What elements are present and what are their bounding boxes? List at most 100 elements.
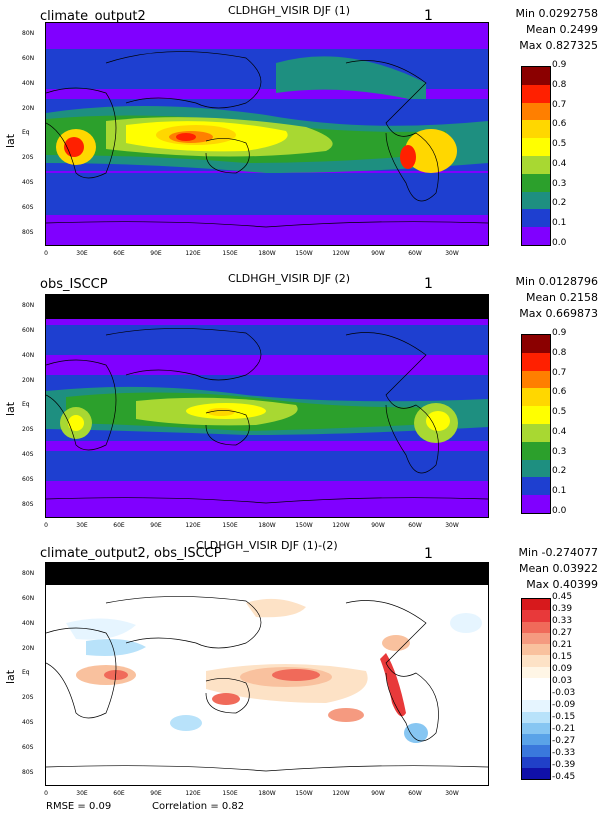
colorbar-swatch xyxy=(522,67,550,85)
colorbar-swatch xyxy=(522,767,550,779)
lon-tick: 150E xyxy=(222,250,238,257)
lat-tick: Eq xyxy=(22,669,30,676)
colorbar-tick-label: 0.0 xyxy=(552,238,567,248)
lon-tick: 150W xyxy=(295,250,313,257)
map-plot xyxy=(45,22,489,246)
colorbar-swatch xyxy=(522,352,550,371)
colorbar-swatch xyxy=(522,459,550,478)
lon-tick: 180W xyxy=(258,522,276,529)
lat-tick: 40S xyxy=(22,179,34,186)
lon-tick: 60E xyxy=(113,522,125,529)
colorbar-tick-label: -0.39 xyxy=(552,760,576,770)
lat-tick: 60S xyxy=(22,204,34,211)
lon-tick: 90E xyxy=(150,790,162,797)
colorbar-tick-label: 0.8 xyxy=(552,347,567,358)
lat-tick: 40N xyxy=(22,80,35,87)
colorbar-tick-label: 0.0 xyxy=(552,506,567,516)
colorbar-swatch xyxy=(522,191,550,210)
panel-model: climate_output2 CLDHGH_VISIR DJF (1) 1 M… xyxy=(0,0,606,270)
lat-tick: 60S xyxy=(22,744,34,751)
colorbar-swatch xyxy=(522,423,550,442)
colorbar xyxy=(521,334,551,514)
lat-tick: 60N xyxy=(22,327,35,334)
stats-block: Min 0.0292758 Mean 0.2499 Max 0.827325 xyxy=(488,6,599,54)
lat-tick: 80N xyxy=(22,30,35,37)
stats-block: Min 0.0128796 Mean 0.2158 Max 0.669873 xyxy=(488,274,599,322)
lon-tick: 90W xyxy=(371,522,385,529)
colorbar-tick-label: 0.7 xyxy=(552,99,567,110)
colorbar-swatch xyxy=(522,632,550,644)
lat-tick: 40S xyxy=(22,719,34,726)
stat-max: Max 0.40399 xyxy=(526,578,598,591)
panel-title: CLDHGH_VISIR DJF (1) xyxy=(228,4,351,17)
colorbar xyxy=(521,598,551,780)
colorbar-swatch xyxy=(522,722,550,734)
colorbar-swatch xyxy=(522,621,550,633)
lon-tick: 30W xyxy=(445,250,459,257)
panel-title: CLDHGH_VISIR DJF (2) xyxy=(228,272,351,285)
colorbar xyxy=(521,66,551,246)
y-axis-label: lat xyxy=(4,669,17,684)
panel-number: 1 xyxy=(424,8,433,24)
y-axis-label: lat xyxy=(4,401,17,416)
lon-tick: 30W xyxy=(445,790,459,797)
colorbar-swatch xyxy=(522,155,550,174)
lon-tick: 120W xyxy=(332,250,350,257)
stat-mean: Mean 0.2499 xyxy=(526,23,598,36)
panel-title: CLDHGH_VISIR DJF (1)-(2) xyxy=(196,539,338,552)
colorbar-swatch xyxy=(522,666,550,678)
lon-tick: 30E xyxy=(76,522,88,529)
colorbar-swatch xyxy=(522,120,550,139)
colorbar-swatch xyxy=(522,370,550,389)
lon-tick: 180W xyxy=(258,790,276,797)
colorbar-swatch xyxy=(522,599,550,611)
colorbar-tick-label: 0.2 xyxy=(552,198,567,209)
colorbar-tick-label: 0.8 xyxy=(552,79,567,90)
colorbar-tick-label: 0.5 xyxy=(552,407,567,418)
model-label: obs_ISCCP xyxy=(40,277,108,292)
colorbar-swatch xyxy=(522,644,550,656)
lon-tick: 120E xyxy=(185,522,201,529)
lat-tick: 20N xyxy=(22,377,35,384)
rmse-label: RMSE = 0.09 xyxy=(46,801,112,812)
colorbar-tick-label: 0.6 xyxy=(552,119,567,130)
lon-tick: 90W xyxy=(371,250,385,257)
colorbar-swatch xyxy=(522,610,550,622)
stat-mean: Mean 0.2158 xyxy=(526,291,598,304)
colorbar-swatch xyxy=(522,689,550,701)
stat-max: Max 0.827325 xyxy=(519,39,598,52)
lon-tick: 0 xyxy=(44,250,48,257)
lat-tick: 60N xyxy=(22,55,35,62)
lon-tick: 30W xyxy=(445,522,459,529)
colorbar-tick-label: 0.3 xyxy=(552,446,567,457)
colorbar-swatch xyxy=(522,745,550,757)
lat-tick: 20S xyxy=(22,694,34,701)
lon-tick: 60E xyxy=(113,250,125,257)
colorbar-tick-label: 0.1 xyxy=(552,218,567,229)
lat-tick: 20S xyxy=(22,426,34,433)
colorbar-tick-label: 0.9 xyxy=(552,328,567,338)
colorbar-tick-label: -0.15 xyxy=(552,712,576,722)
panel-observation: obs_ISCCP CLDHGH_VISIR DJF (2) 1 Min 0.0… xyxy=(0,268,606,538)
colorbar-tick-label: 0.45 xyxy=(552,592,573,602)
colorbar-tick-label: 0.9 xyxy=(552,60,567,70)
colorbar-tick-label: -0.09 xyxy=(552,700,576,710)
colorbar-swatch xyxy=(522,138,550,156)
lon-tick: 120W xyxy=(332,522,350,529)
y-axis-label: lat xyxy=(4,133,17,148)
lon-tick: 180W xyxy=(258,250,276,257)
lon-tick: 30E xyxy=(76,250,88,257)
map-plot xyxy=(45,562,489,786)
colorbar-swatch xyxy=(522,335,550,353)
colorbar-tick-label: -0.03 xyxy=(552,688,576,698)
colorbar-swatch xyxy=(522,406,550,424)
lat-tick: 80S xyxy=(22,229,34,236)
lon-tick: 90W xyxy=(371,790,385,797)
colorbar-tick-label: 0.21 xyxy=(552,640,573,650)
colorbar-tick-label: -0.21 xyxy=(552,724,576,734)
model-label: climate_output2 xyxy=(40,9,146,24)
colorbar-swatch xyxy=(522,677,550,689)
colorbar-tick-label: 0.39 xyxy=(552,604,573,614)
lon-tick: 0 xyxy=(44,522,48,529)
colorbar-swatch xyxy=(522,388,550,407)
